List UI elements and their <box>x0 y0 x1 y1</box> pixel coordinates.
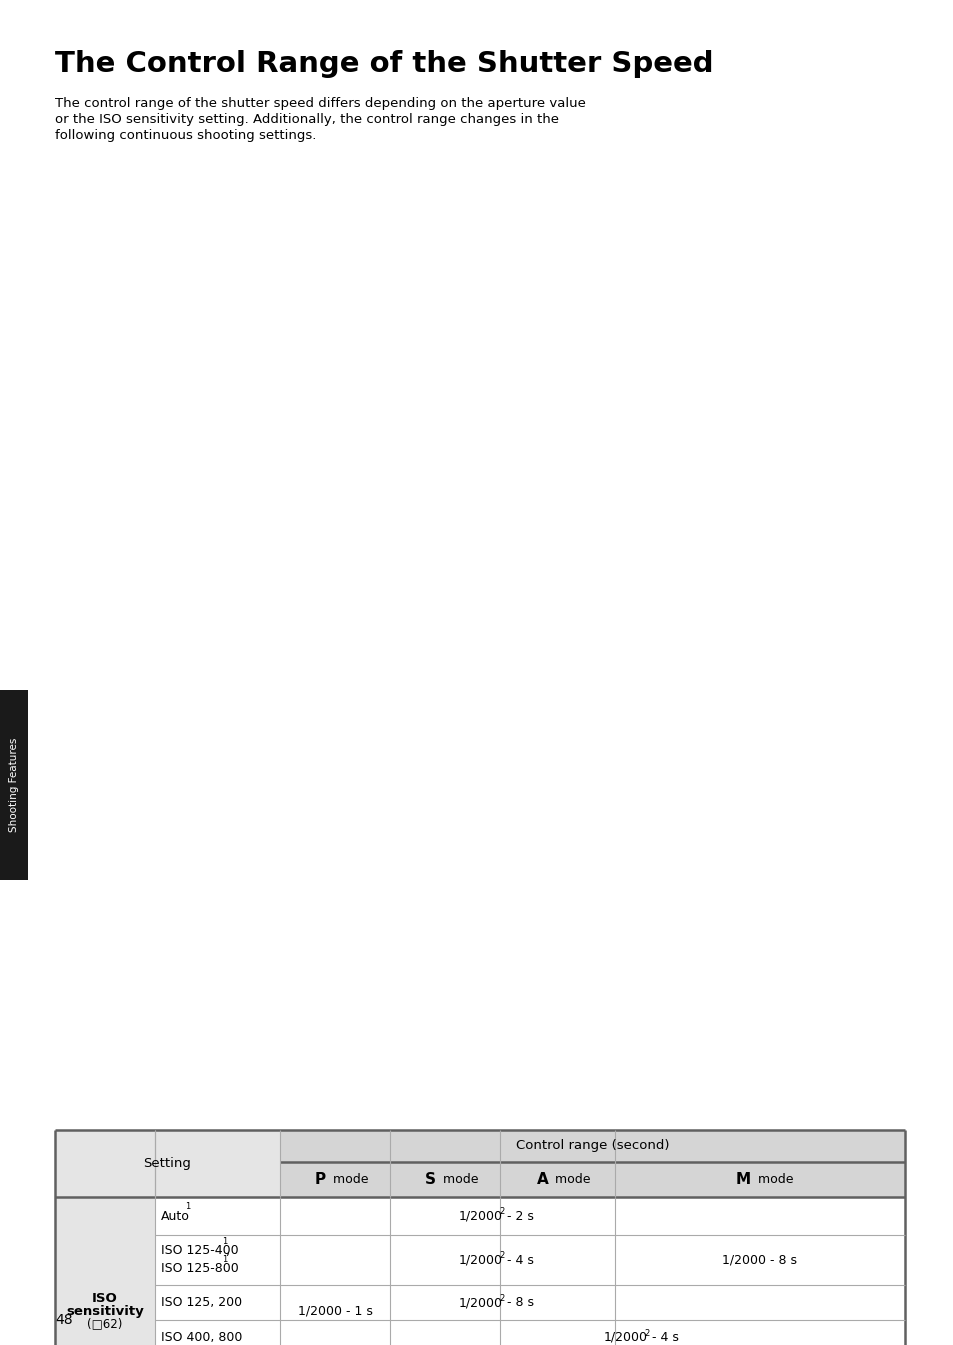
Bar <box>55 1197 154 1345</box>
Text: (□62): (□62) <box>88 1318 123 1330</box>
Text: mode: mode <box>329 1173 368 1186</box>
Text: 2: 2 <box>499 1251 504 1260</box>
Bar <box>0 690 28 880</box>
Text: 1: 1 <box>222 1255 227 1264</box>
Text: P: P <box>314 1171 326 1188</box>
Text: - 4 s: - 4 s <box>648 1332 679 1344</box>
Text: The Control Range of the Shutter Speed: The Control Range of the Shutter Speed <box>55 50 713 78</box>
Text: mode: mode <box>551 1173 590 1186</box>
Text: 1: 1 <box>222 1237 227 1245</box>
Text: 2: 2 <box>499 1208 504 1216</box>
Text: 1/2000 - 1 s: 1/2000 - 1 s <box>297 1305 372 1318</box>
Text: - 8 s: - 8 s <box>503 1297 534 1309</box>
Text: S: S <box>424 1171 436 1188</box>
Text: 1/2000: 1/2000 <box>458 1209 502 1223</box>
Text: mode: mode <box>753 1173 793 1186</box>
Text: 1/2000 - 8 s: 1/2000 - 8 s <box>721 1254 797 1267</box>
Text: sensitivity: sensitivity <box>66 1305 144 1318</box>
Text: - 2 s: - 2 s <box>503 1209 534 1223</box>
Text: - 4 s: - 4 s <box>503 1254 534 1267</box>
Text: ISO: ISO <box>92 1293 118 1306</box>
Text: ,: , <box>226 1244 230 1258</box>
Text: Shooting Features: Shooting Features <box>9 738 19 833</box>
Text: ISO 125-400: ISO 125-400 <box>161 1244 238 1258</box>
Text: 1/2000: 1/2000 <box>458 1254 502 1267</box>
Text: 1/2000: 1/2000 <box>603 1332 647 1344</box>
Text: ISO 125, 200: ISO 125, 200 <box>161 1297 242 1309</box>
Text: 1: 1 <box>185 1202 190 1210</box>
Text: mode: mode <box>438 1173 478 1186</box>
Text: 2: 2 <box>499 1294 504 1303</box>
Text: 48: 48 <box>55 1313 72 1328</box>
Text: The control range of the shutter speed differs depending on the aperture value: The control range of the shutter speed d… <box>55 97 585 110</box>
Text: ISO 400, 800: ISO 400, 800 <box>161 1332 242 1344</box>
Bar <box>55 1130 904 1345</box>
Text: Setting: Setting <box>143 1157 192 1170</box>
Bar <box>280 1130 904 1162</box>
Text: following continuous shooting settings.: following continuous shooting settings. <box>55 129 316 143</box>
Text: Auto: Auto <box>161 1209 190 1223</box>
Text: A: A <box>537 1171 548 1188</box>
Bar <box>55 1130 280 1197</box>
Text: ISO 125-800: ISO 125-800 <box>161 1263 238 1275</box>
Text: 2: 2 <box>644 1329 649 1338</box>
Text: 1/2000: 1/2000 <box>458 1297 502 1309</box>
Bar <box>280 1162 904 1197</box>
Text: Control range (second): Control range (second) <box>516 1139 669 1153</box>
Text: or the ISO sensitivity setting. Additionally, the control range changes in the: or the ISO sensitivity setting. Addition… <box>55 113 558 126</box>
Text: M: M <box>735 1171 750 1188</box>
